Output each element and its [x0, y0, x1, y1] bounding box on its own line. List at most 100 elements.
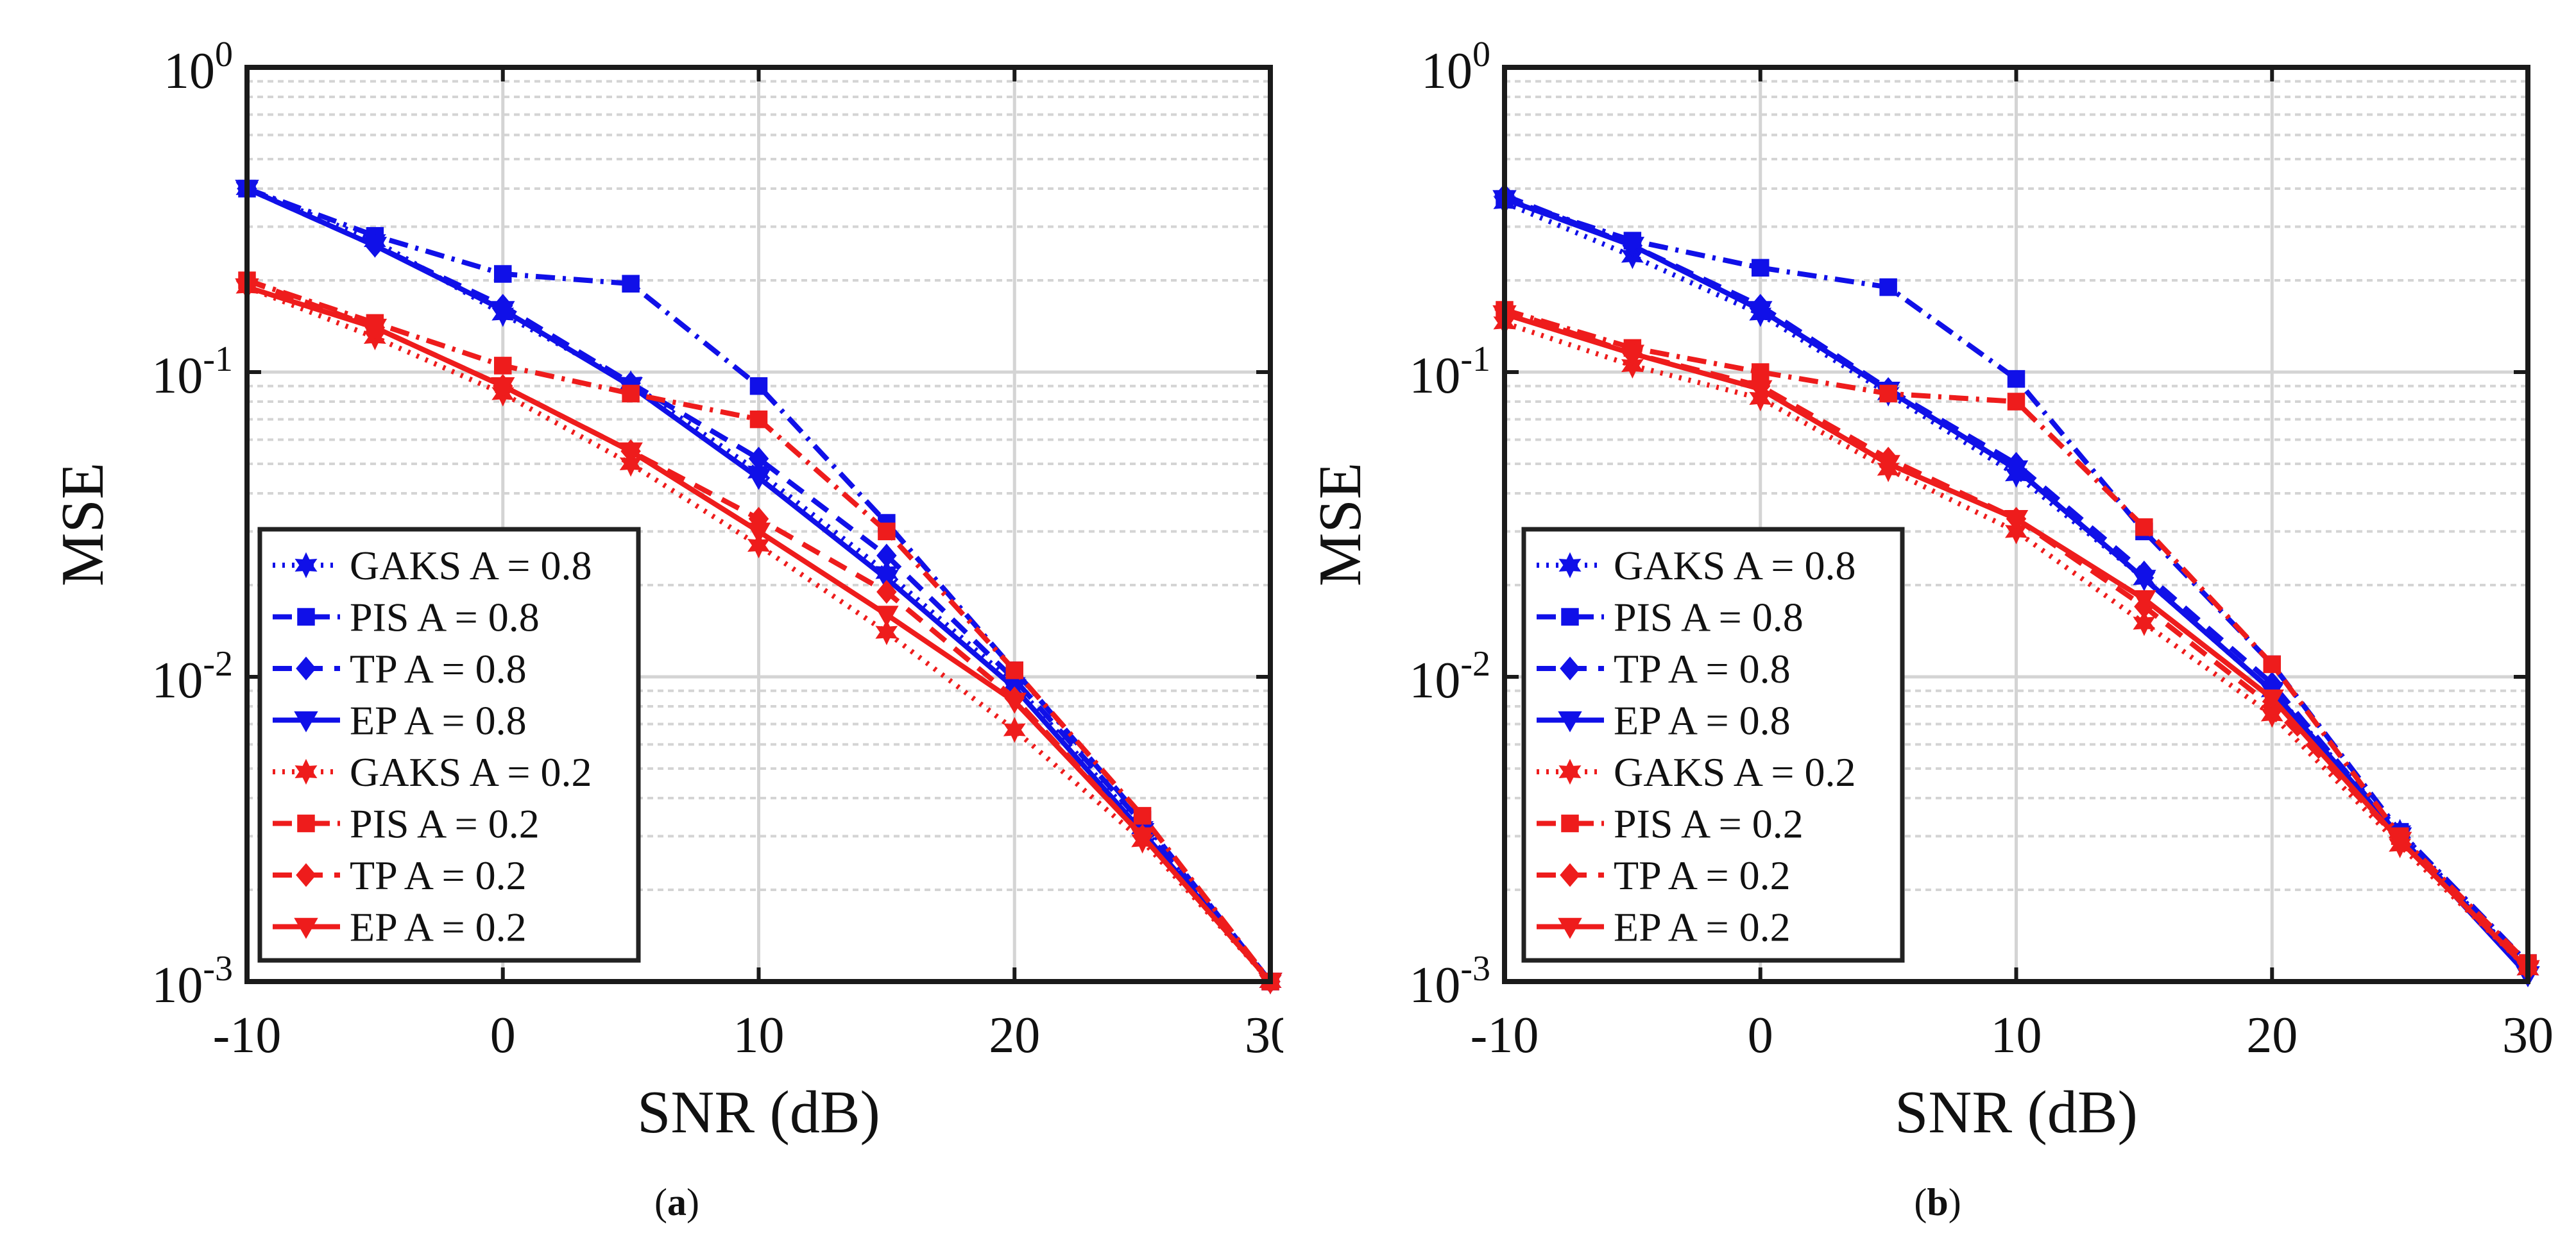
legend-label: TP A = 0.2: [1614, 853, 1791, 898]
legend-marker: [1558, 917, 1582, 939]
x-axis-label: SNR (dB): [637, 1079, 880, 1146]
legend-marker: [1560, 656, 1580, 681]
data-point: [2135, 518, 2153, 536]
legend-marker: [294, 758, 318, 785]
legend-box: [257, 527, 641, 963]
ticks: -10 0 10 20 30 100 10-1 10-2 10-3: [151, 35, 1283, 1064]
y-axis-label: MSE: [1307, 463, 1374, 586]
data-point: [1133, 806, 1152, 825]
legend-label: PIS A = 0.8: [350, 595, 540, 640]
x-tick-label: 20: [2246, 1007, 2298, 1064]
chart-panel-b: -10 0 10 20 30 100 10-1 10-2 10-3 SNR (dB) MSE GAKS…: [1277, 0, 2560, 1251]
data-point: [491, 377, 515, 398]
data-point: [622, 384, 640, 403]
legend: GAKS A = 0.8 PIS A = 0.8 TP A = 0.8 EP A = …: [257, 527, 641, 963]
legend-label: EP A = 0.8: [350, 698, 527, 744]
legend-marker: [297, 814, 315, 833]
x-axis-label: SNR (dB): [1895, 1079, 2138, 1146]
data-point: [363, 237, 388, 258]
legend-label: GAKS A = 0.8: [350, 543, 592, 588]
data-point: [1879, 278, 1897, 296]
data-point: [1748, 380, 1773, 402]
y-axis-label: MSE: [49, 463, 116, 586]
data-point: [2132, 570, 2156, 591]
y-tick-label: 10-3: [1409, 949, 1490, 1014]
data-point: [746, 522, 771, 544]
series-line: [246, 284, 1272, 983]
caption-b: (b): [1914, 1181, 1961, 1223]
series-line: [246, 186, 1273, 983]
caption-a-label: a: [667, 1181, 687, 1223]
data-point: [494, 357, 512, 375]
series-group: [235, 175, 1283, 995]
y-tick-label: 10-1: [1409, 339, 1490, 404]
y-tick-label: 10-1: [151, 339, 233, 404]
legend-label: TP A = 0.8: [1614, 646, 1791, 692]
data-point: [746, 468, 771, 490]
data-point: [363, 318, 388, 340]
legend-marker: [297, 608, 315, 626]
x-tick-label: 20: [989, 1007, 1040, 1064]
legend-marker: [296, 656, 316, 681]
x-tick-label: -10: [1471, 1007, 1539, 1064]
data-point: [876, 580, 897, 604]
data-point: [876, 543, 897, 568]
ticks: -10 0 10 20 30 100 10-1 10-2 10-3: [1409, 35, 2554, 1064]
legend-label: PIS A = 0.2: [1614, 801, 1804, 847]
legend-label: TP A = 0.8: [350, 646, 527, 692]
data-point: [2263, 655, 2281, 674]
x-tick-label: 0: [1748, 1007, 1773, 1064]
legend-marker: [296, 863, 316, 887]
data-point: [1002, 692, 1027, 714]
x-tick-label: 10: [1991, 1007, 2042, 1064]
data-point: [2260, 689, 2284, 711]
data-point: [2004, 460, 2029, 482]
legend-label: GAKS A = 0.2: [1614, 749, 1856, 795]
data-point: [1876, 455, 1900, 477]
y-tick-label: 10-3: [151, 949, 233, 1014]
legend-marker: [294, 552, 318, 579]
y-tick-label: 10-2: [151, 644, 233, 709]
chart-a: -10 0 10 20 30 100 10-1 10-2 10-3 SNR (dB) MSE GAKS…: [49, 35, 1283, 1146]
legend-label: EP A = 0.2: [350, 905, 527, 950]
data-point: [874, 606, 899, 627]
data-point: [494, 265, 512, 283]
data-point: [1003, 717, 1026, 743]
legend-marker: [1558, 552, 1582, 579]
data-point: [618, 442, 643, 464]
legend-marker: [1560, 863, 1580, 887]
legend-marker: [1561, 814, 1579, 833]
data-point: [1620, 237, 1645, 258]
caption-a: (a): [654, 1181, 699, 1223]
data-point: [2007, 393, 2026, 411]
chart-panel-a: -10 0 10 20 30 100 10-1 10-2 10-3 SNR (dB) MSE GAKS…: [0, 0, 1283, 1251]
caption-b-label: b: [1927, 1181, 1949, 1223]
legend-label: EP A = 0.8: [1614, 698, 1791, 744]
legend-marker: [1561, 608, 1579, 626]
data-point: [1752, 259, 1770, 277]
x-tick-label: -10: [213, 1007, 282, 1064]
legend-marker: [1558, 758, 1582, 785]
legend-label: TP A = 0.2: [350, 853, 527, 898]
x-tick-label: 30: [2502, 1007, 2554, 1064]
data-point: [491, 301, 515, 323]
data-point: [1879, 384, 1897, 403]
x-tick-label: 0: [490, 1007, 516, 1064]
data-point: [2387, 831, 2412, 853]
data-point: [1005, 661, 1023, 679]
legend-label: EP A = 0.2: [1614, 905, 1791, 950]
data-point: [2132, 590, 2156, 611]
legend-label: PIS A = 0.2: [350, 801, 540, 847]
legend-marker: [1558, 711, 1582, 733]
y-tick-label: 100: [164, 35, 233, 99]
y-tick-label: 100: [1421, 35, 1490, 99]
data-point: [1620, 345, 1645, 366]
legend-label: PIS A = 0.8: [1614, 595, 1804, 640]
legend-marker: [294, 711, 318, 733]
data-point: [878, 522, 896, 541]
data-point: [2004, 509, 2029, 531]
data-point: [1748, 301, 1773, 323]
legend-box: [1521, 527, 1905, 963]
legend-marker: [294, 917, 318, 939]
y-tick-label: 10-2: [1409, 644, 1490, 709]
